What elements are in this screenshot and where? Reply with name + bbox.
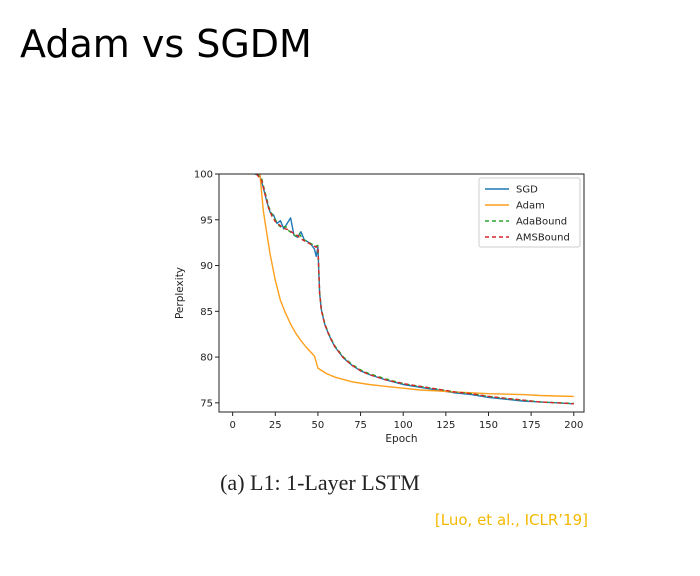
citation: [Luo, et al., ICLR’19] xyxy=(434,511,588,529)
figure-caption: (a) L1: 1-Layer LSTM xyxy=(220,470,420,495)
slide-title: Adam vs SGDM xyxy=(20,22,312,66)
x-tick-label: 200 xyxy=(564,420,583,431)
legend-label-adam: Adam xyxy=(516,201,545,212)
x-tick-label: 100 xyxy=(394,420,413,431)
legend-label-adabound: AdaBound xyxy=(516,217,567,228)
plot-frame xyxy=(218,173,585,413)
x-tick-label: 175 xyxy=(522,420,541,431)
series-line-adam xyxy=(259,174,574,398)
series-line-amsbound xyxy=(255,174,574,405)
legend-label-sgd: SGD xyxy=(516,185,538,196)
x-tick-label: 0 xyxy=(229,420,235,431)
y-tick-label: 90 xyxy=(200,261,213,272)
x-tick-label: 150 xyxy=(479,420,498,431)
x-tick-label: 50 xyxy=(312,420,325,431)
legend-box xyxy=(478,177,581,248)
y-tick-label: 85 xyxy=(200,307,213,318)
y-axis-label: Perplexity xyxy=(174,267,186,319)
x-tick-label: 25 xyxy=(269,420,282,431)
y-tick-label: 75 xyxy=(200,398,213,409)
y-tick-label: 80 xyxy=(200,353,213,364)
x-axis-label: Epoch xyxy=(385,433,417,445)
x-tick-label: 75 xyxy=(354,420,367,431)
y-tick-label: 95 xyxy=(200,215,213,226)
y-tick-label: 100 xyxy=(194,170,213,181)
x-tick-label: 125 xyxy=(436,420,455,431)
legend-label-amsbound: AMSBound xyxy=(516,233,570,244)
